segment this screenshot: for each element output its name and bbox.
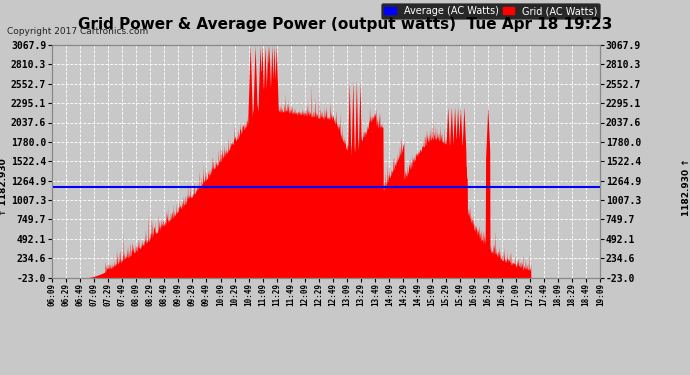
Text: 1182.930 ↑: 1182.930 ↑ — [682, 158, 690, 216]
Text: Copyright 2017 Cartronics.com: Copyright 2017 Cartronics.com — [7, 27, 148, 36]
Text: ↑ 1182.930: ↑ 1182.930 — [0, 158, 8, 216]
Legend: Average (AC Watts), Grid (AC Watts): Average (AC Watts), Grid (AC Watts) — [382, 3, 600, 19]
Text: Grid Power & Average Power (output watts)  Tue Apr 18 19:23: Grid Power & Average Power (output watts… — [78, 17, 612, 32]
